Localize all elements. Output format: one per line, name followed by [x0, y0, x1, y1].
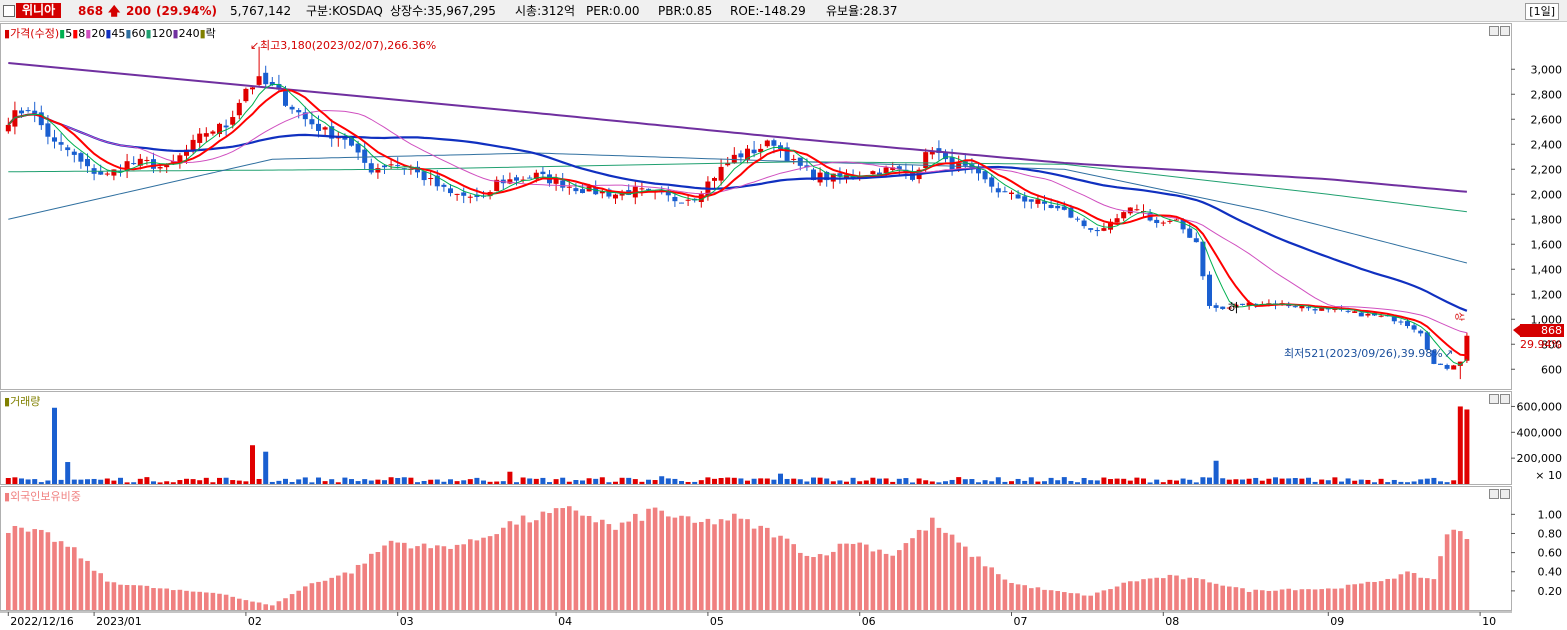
- price-tick-label: 3,000: [1531, 63, 1563, 76]
- legend-item-ma-5[interactable]: ▮120: [145, 27, 173, 40]
- ma-legend-list: ▮5▮8▮20▮45▮60▮120▮240▮락: [59, 27, 216, 40]
- volume-tick-label: 200,000: [1517, 452, 1563, 465]
- volume-unit-label: × 10: [1535, 469, 1562, 482]
- panel-minimize-icon[interactable]: [1489, 26, 1499, 36]
- trade-volume: 5,767,142: [230, 4, 292, 18]
- legend-item-label: 락: [205, 27, 216, 40]
- foreign-tick-label: 0.20: [1538, 585, 1563, 598]
- foreign-tick-label: 0.80: [1538, 527, 1563, 540]
- legend-item-label: 20: [91, 27, 106, 40]
- current-price: 868: [78, 4, 104, 18]
- x-tick-label: 05: [710, 615, 724, 628]
- x-tick-label: 2022/12/16: [10, 615, 73, 628]
- select-checkbox[interactable]: [3, 5, 15, 17]
- legend-item-ma-2[interactable]: ▮20: [85, 27, 106, 40]
- price-tick-label: 1,400: [1531, 263, 1563, 276]
- price-tick-label: 1,800: [1531, 213, 1563, 226]
- panel-minimize-icon[interactable]: [1489, 489, 1499, 499]
- foreign-tick-label: 0.40: [1538, 566, 1563, 579]
- x-tick-label: 10: [1482, 615, 1496, 628]
- legend-volume-title: 거래량: [10, 395, 41, 408]
- price-tick-label: 2,000: [1531, 188, 1563, 201]
- price-panel: [0, 23, 1512, 390]
- x-tick-label: 2023/01: [96, 615, 142, 628]
- price-tick-label: 600: [1541, 363, 1562, 376]
- foreign-legend: ▮외국인보유비중: [4, 488, 81, 504]
- legend-marker-icon: ▮: [4, 27, 11, 40]
- period-selector-button[interactable]: [1일]: [1525, 3, 1559, 20]
- price-tick-label: 1,600: [1531, 238, 1563, 251]
- legend-item-ma-3[interactable]: ▮45: [105, 27, 126, 40]
- legend-item-ma-7[interactable]: ▮락: [199, 27, 216, 40]
- price-tick-label: 2,400: [1531, 138, 1563, 151]
- legend-foreign-title: 외국인보유비중: [10, 490, 81, 503]
- change-rate: (29.94%): [156, 4, 217, 18]
- legend-item-label: 5: [65, 27, 73, 40]
- foreign-tick-label: 1.00: [1538, 508, 1563, 521]
- x-tick-label: 03: [400, 615, 414, 628]
- current-price-tag-box: [1520, 324, 1564, 337]
- legend-item-label: 240: [178, 27, 200, 40]
- current-rate-tag: 29.94%: [1520, 338, 1562, 351]
- price-legend: ▮가격(수정)▮5▮8▮20▮45▮60▮120▮240▮락: [4, 25, 216, 41]
- volume-panel: [0, 391, 1512, 485]
- x-tick-label: 06: [862, 615, 876, 628]
- panel-minimize-icon[interactable]: [1489, 394, 1499, 404]
- x-tick-label: 04: [558, 615, 572, 628]
- roe-value: ROE:-148.29: [730, 4, 806, 18]
- per-value: PER:0.00: [586, 4, 640, 18]
- volume-legend: ▮거래량: [4, 393, 40, 409]
- legend-item-ma-1[interactable]: ▮8: [72, 27, 86, 40]
- volume-tick-label: 400,000: [1517, 426, 1563, 439]
- current-price-tag: 868: [1541, 324, 1562, 337]
- x-tick-label: 08: [1165, 615, 1179, 628]
- market-type: 구분:KOSDAQ: [306, 4, 383, 18]
- foreign-panel: [0, 486, 1512, 611]
- legend-item-ma-0[interactable]: ▮5: [59, 27, 73, 40]
- listed-shares: 상장수:35,967,295: [390, 4, 496, 18]
- legend-item-label: 120: [151, 27, 173, 40]
- panel-maximize-icon[interactable]: [1500, 489, 1510, 499]
- legend-item-label: 45: [111, 27, 126, 40]
- legend-item-ma-6[interactable]: ▮240: [172, 27, 200, 40]
- price-tick-label: 2,600: [1531, 113, 1563, 126]
- panel-maximize-icon[interactable]: [1500, 26, 1510, 36]
- current-price-tag-pointer-icon: [1513, 325, 1520, 336]
- price-tick-label: 2,200: [1531, 163, 1563, 176]
- x-tick-label: 02: [248, 615, 262, 628]
- pbr-value: PBR:0.85: [658, 4, 713, 18]
- header-bar: 위니아 868 🡅 200 (29.94%) 5,767,142 구분:KOSD…: [0, 0, 1567, 22]
- legend-item-label: 60: [131, 27, 146, 40]
- up-arrow-icon: 🡅: [108, 4, 121, 18]
- price-tick-label: 800: [1541, 338, 1562, 351]
- volume-tick-label: 600,000: [1517, 400, 1563, 413]
- legend-price-title: 가격(수정): [10, 27, 60, 40]
- price-tick-label: 1,200: [1531, 288, 1563, 301]
- foreign-tick-label: 0.60: [1538, 547, 1563, 560]
- panel-maximize-icon[interactable]: [1500, 394, 1510, 404]
- legend-marker-icon: ▮: [4, 395, 11, 408]
- price-tick-label: 1,000: [1531, 313, 1563, 326]
- legend-marker-icon: ▮: [4, 490, 11, 503]
- legend-item-ma-4[interactable]: ▮60: [125, 27, 146, 40]
- retention-ratio: 유보율:28.37: [826, 4, 898, 18]
- price-change: 200: [126, 4, 152, 18]
- x-tick-label: 07: [1014, 615, 1028, 628]
- x-tick-label: 09: [1330, 615, 1344, 628]
- stock-name[interactable]: 위니아: [16, 3, 62, 18]
- legend-item-label: 8: [78, 27, 86, 40]
- market-cap: 시총:312억: [515, 4, 576, 18]
- price-tick-label: 2,800: [1531, 88, 1563, 101]
